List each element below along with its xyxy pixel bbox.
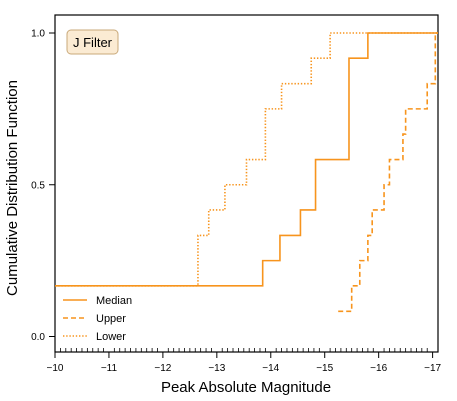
y-axis: 0.0 0.5 1.0 xyxy=(31,29,55,344)
y-tick-label: 0.0 xyxy=(31,332,45,343)
x-tick-label: −11 xyxy=(101,363,118,374)
filter-badge: J Filter xyxy=(67,30,118,54)
x-tick-label: −17 xyxy=(424,363,441,374)
x-tick-label: −16 xyxy=(370,363,387,374)
x-tick-label: −14 xyxy=(262,363,279,374)
x-tick-label: −15 xyxy=(316,363,333,374)
y-tick-label: 1.0 xyxy=(31,29,45,40)
series-line-upper xyxy=(338,33,438,311)
x-axis-label: Peak Absolute Magnitude xyxy=(161,379,331,396)
legend-label-lower: Lower xyxy=(96,331,126,343)
legend-label-upper: Upper xyxy=(96,313,126,325)
series-layer xyxy=(55,33,438,311)
x-tick-label: −13 xyxy=(208,363,225,374)
x-tick-label: −12 xyxy=(154,363,171,374)
legend: Median Upper Lower xyxy=(63,295,132,343)
filter-badge-text: J Filter xyxy=(73,35,113,50)
y-tick-label: 0.5 xyxy=(31,180,45,191)
series-line-lower xyxy=(55,33,438,286)
x-tick-label: −10 xyxy=(47,363,64,374)
y-axis-label: Cumulative Distribution Function xyxy=(4,80,21,296)
legend-label-median: Median xyxy=(96,295,132,307)
